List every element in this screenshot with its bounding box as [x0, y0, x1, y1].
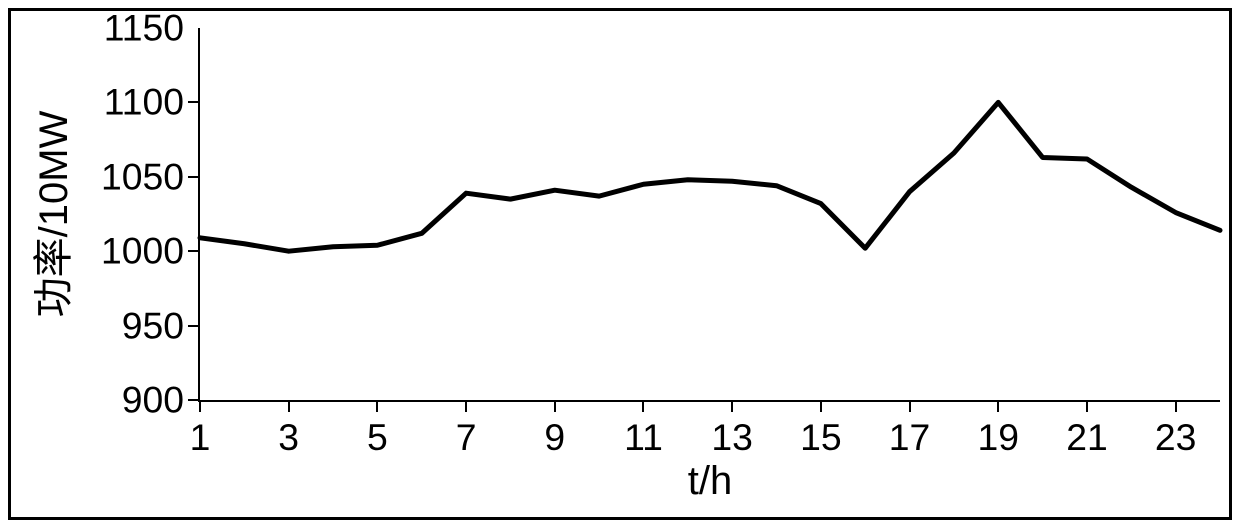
line-series — [0, 0, 1240, 528]
chart-frame: 9009501000105011001150 13579111315171921… — [0, 0, 1240, 528]
power-line — [200, 102, 1220, 251]
